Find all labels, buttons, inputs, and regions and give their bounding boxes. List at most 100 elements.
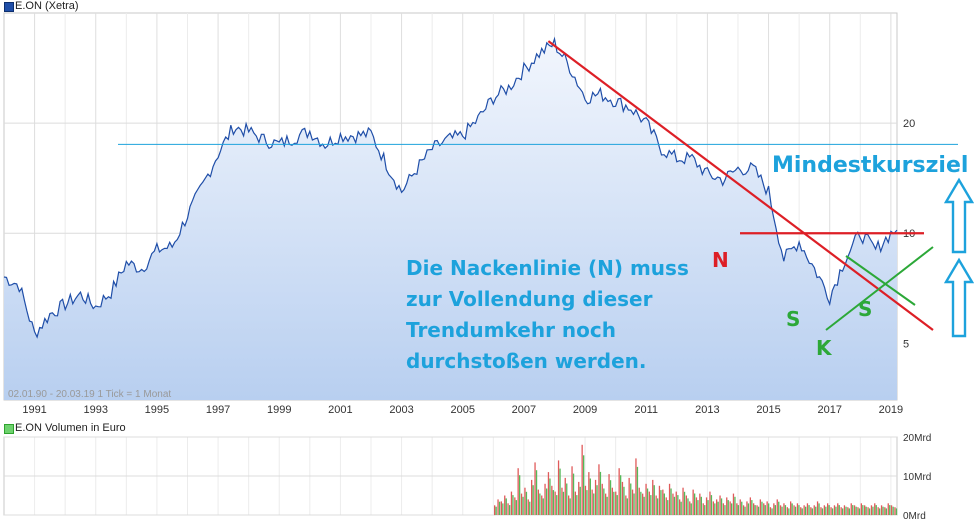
- volume-bar-red: [608, 474, 610, 515]
- volume-bar-red: [894, 507, 896, 515]
- volume-bar-green: [784, 505, 787, 515]
- x-tick-label: 1993: [84, 404, 108, 416]
- volume-bar-green: [771, 508, 773, 515]
- volume-bar-green: [885, 508, 887, 515]
- volume-bar-red: [571, 466, 573, 516]
- volume-bar-green: [572, 473, 575, 515]
- volume-bar-red: [769, 507, 772, 515]
- volume-bar-red: [504, 495, 506, 515]
- volume-bar-green: [710, 495, 713, 515]
- volume-bar-red: [672, 493, 674, 515]
- volume-bar-green: [532, 485, 534, 515]
- volume-bar-red: [793, 505, 795, 516]
- volume-bar-green: [525, 491, 528, 515]
- volume-bar-red: [500, 501, 502, 515]
- volume-bar-red: [635, 458, 637, 515]
- volume-bar-green: [667, 500, 669, 515]
- volume-bar-red: [568, 495, 570, 515]
- volume-bar-green: [727, 500, 729, 515]
- volume-bar-green: [845, 506, 847, 515]
- x-tick-label: 2003: [389, 404, 413, 416]
- volume-bar-red: [803, 505, 805, 516]
- volume-bar-green: [505, 498, 507, 515]
- volume-bar-red: [867, 507, 869, 515]
- volume-bar-green: [714, 503, 716, 515]
- volume-bar-red: [615, 491, 617, 515]
- volume-bar-green: [835, 506, 837, 515]
- volume-bar-red: [645, 483, 647, 515]
- volume-bar-red: [520, 493, 523, 515]
- volume-bar-green: [895, 508, 898, 515]
- volume-bar-green: [589, 478, 591, 515]
- volume-bar-red: [537, 489, 539, 515]
- volume-bar-red: [652, 479, 654, 515]
- volume-bar-red: [716, 499, 718, 515]
- volume-bar-red: [621, 481, 624, 515]
- volume-bar-green: [744, 506, 746, 515]
- x-tick-label: 2019: [879, 404, 903, 416]
- volume-bar-red: [732, 493, 735, 515]
- volume-bar-green: [673, 496, 676, 515]
- volume-bar-green: [734, 496, 736, 515]
- volume-bar-red: [790, 501, 792, 515]
- volume-bar-red: [601, 483, 603, 515]
- volume-bar-red: [561, 487, 563, 515]
- volume-bar-red: [527, 499, 529, 515]
- volume-bar-red: [551, 485, 553, 516]
- volume-bar-green: [535, 470, 538, 515]
- y-tick-label: 20: [903, 118, 915, 130]
- volume-bar-green: [512, 495, 514, 515]
- volume-bar-red: [507, 503, 509, 515]
- volume-bar-green: [690, 503, 692, 515]
- volume-bar-red: [578, 481, 580, 515]
- volume-bar-red: [742, 505, 745, 516]
- volume-bar-green: [687, 498, 689, 515]
- volume-bar-red: [705, 497, 708, 515]
- volume-bar-green: [640, 491, 642, 515]
- volume-bar-green: [838, 505, 840, 515]
- volume-bar-green: [657, 498, 659, 515]
- volume-bar-red: [840, 507, 842, 515]
- volume-bar-red: [820, 507, 822, 515]
- volume-bar-red: [830, 507, 832, 515]
- price-area-fill: [4, 38, 897, 401]
- volume-bar-green: [579, 486, 581, 515]
- volume-bar-red: [726, 497, 728, 515]
- volume-bar-red: [638, 487, 640, 515]
- x-tick-label: 2001: [328, 404, 352, 416]
- volume-bar-green: [794, 506, 797, 515]
- volume-bar-red: [648, 491, 650, 515]
- volume-bar-green: [865, 506, 867, 515]
- volume-bar-red: [722, 503, 724, 515]
- volume-bar-red: [827, 503, 829, 515]
- volume-bar-green: [754, 505, 756, 515]
- volume-bar-green: [603, 488, 605, 515]
- volume-bar-green: [613, 491, 615, 515]
- head-label: K: [816, 336, 833, 360]
- volume-bar-green: [700, 496, 702, 515]
- x-tick-label: 2005: [450, 404, 474, 416]
- volume-bar-green: [515, 500, 517, 515]
- x-tick-label: 1999: [267, 404, 291, 416]
- x-tick-label: 2015: [756, 404, 780, 416]
- volume-bar-red: [749, 497, 751, 515]
- volume-bar-red: [675, 491, 677, 515]
- volume-bar-red: [779, 505, 782, 516]
- x-tick-label: 1997: [206, 404, 230, 416]
- volume-bar-green: [599, 471, 602, 515]
- explanation-line: Trendumkehr noch: [406, 318, 616, 342]
- volume-bar-green: [542, 498, 544, 515]
- volume-bar-red: [702, 503, 704, 515]
- target-label: Mindestkursziel: [772, 153, 968, 178]
- price-series-line: [3, 36, 898, 339]
- volume-bar-red: [685, 495, 687, 515]
- volume-bar-red: [884, 507, 886, 515]
- volume-bar-red: [816, 501, 819, 515]
- volume-bar-red: [759, 499, 761, 515]
- volume-bar-green: [852, 505, 854, 515]
- volume-bar-green: [549, 478, 551, 515]
- neckline-label: N: [712, 248, 729, 272]
- volume-bar-red: [712, 501, 714, 515]
- volume-bar-green: [818, 503, 820, 515]
